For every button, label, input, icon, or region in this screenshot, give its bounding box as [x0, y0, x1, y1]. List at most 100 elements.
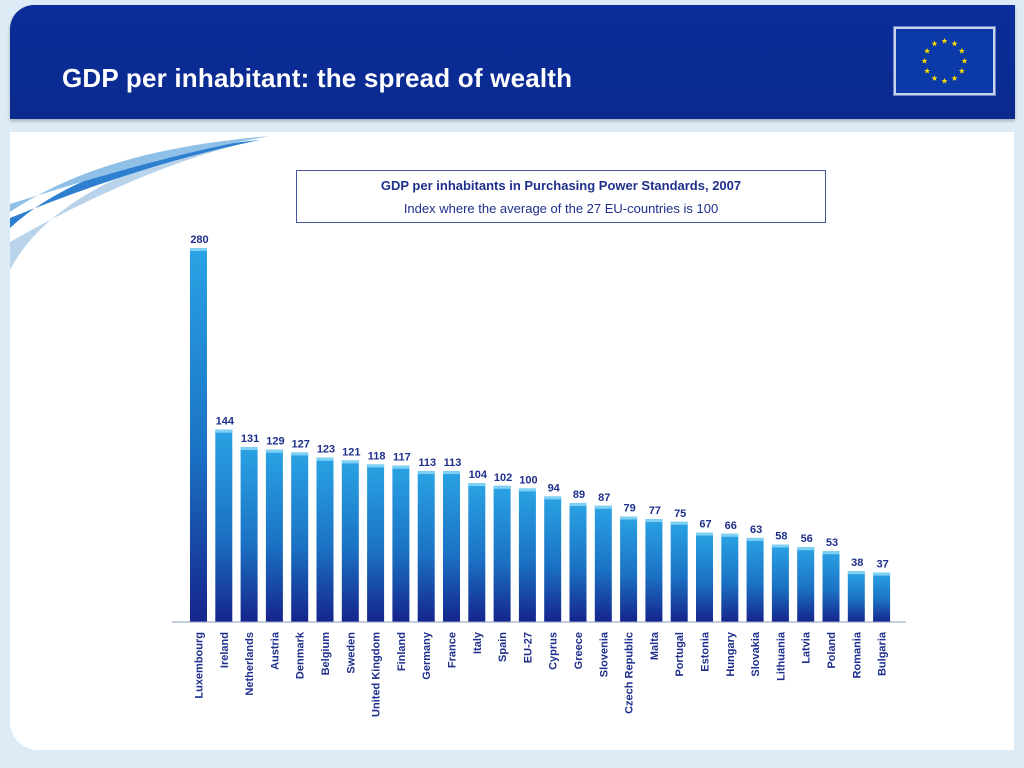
data-label: 89 — [573, 489, 585, 501]
flag-star-icon — [924, 67, 931, 74]
data-label: 38 — [851, 557, 863, 569]
flag-star-icon — [941, 37, 948, 44]
chart-title: GDP per inhabitants in Purchasing Power … — [380, 178, 742, 193]
data-label: 131 — [241, 433, 259, 445]
category-label: EU-27 — [522, 632, 534, 663]
category-label: Finland — [396, 632, 408, 671]
bar-highlight — [190, 248, 207, 251]
category-label: Ireland — [219, 632, 231, 668]
bar-highlight — [468, 483, 486, 487]
bar-eu-27 — [518, 488, 536, 622]
chart-subtitle: Index where the average of the 27 EU-cou… — [403, 201, 719, 216]
category-label: Czech Republic — [624, 632, 636, 714]
bar-highlight — [847, 571, 865, 575]
bar-highlight — [620, 516, 638, 520]
category-label: United Kingdom — [371, 632, 383, 717]
category-label: Latvia — [801, 631, 813, 664]
bar-highlight — [696, 532, 713, 536]
category-label: Poland — [826, 632, 838, 669]
category-label: Germany — [421, 631, 433, 680]
category-label: Slovenia — [598, 631, 610, 677]
bar-highlight — [797, 547, 815, 551]
bar-united-kingdom — [367, 464, 385, 622]
category-label: Cyprus — [548, 632, 560, 670]
bar-finland — [392, 465, 410, 622]
category-label: Hungary — [725, 631, 737, 677]
category-label: Sweden — [345, 632, 357, 674]
bar-highlight — [822, 551, 840, 555]
bar-highlight — [771, 544, 789, 548]
bar-highlight — [417, 471, 435, 475]
flag-star-icon — [931, 75, 938, 81]
bar-austria — [265, 449, 283, 622]
data-label: 118 — [368, 450, 386, 462]
flag-star-icon — [958, 47, 965, 54]
bar-france — [443, 471, 460, 622]
category-label: Italy — [472, 631, 484, 654]
flag-star-icon — [924, 47, 931, 54]
data-label: 63 — [750, 524, 762, 536]
bar-luxembourg — [190, 248, 207, 622]
bar-highlight — [291, 452, 309, 456]
bar-highlight — [544, 496, 562, 500]
category-label: Slovakia — [750, 631, 762, 677]
category-label: Romania — [851, 631, 863, 678]
category-label: Portugal — [674, 632, 686, 677]
bar-highlight — [367, 464, 385, 468]
bar-portugal — [670, 521, 688, 622]
bar-highlight — [645, 519, 663, 523]
flag-star-icon — [931, 40, 938, 47]
data-label: 117 — [393, 452, 411, 464]
bar-highlight — [392, 465, 410, 469]
data-label: 121 — [342, 446, 360, 458]
data-label: 129 — [266, 436, 284, 448]
bar-latvia — [797, 547, 815, 622]
bar-greece — [569, 503, 587, 622]
category-label: Denmark — [295, 631, 307, 679]
bar-italy — [468, 483, 486, 622]
bar-belgium — [316, 457, 334, 622]
bar-malta — [645, 519, 663, 622]
category-label: France — [447, 632, 459, 668]
bar-highlight — [443, 471, 460, 475]
header-banner: GDP per inhabitant: the spread of wealth — [10, 5, 1015, 119]
bar-denmark — [291, 452, 309, 622]
data-label: 56 — [801, 533, 813, 545]
content-panel: GDP per inhabitants in Purchasing Power … — [10, 132, 1014, 750]
data-label: 67 — [699, 519, 711, 531]
bar-poland — [822, 551, 840, 622]
bar-highlight — [265, 449, 283, 453]
bar-highlight — [594, 505, 612, 509]
bar-ireland — [215, 429, 233, 622]
bar-highlight — [493, 485, 511, 489]
category-label: Bulgaria — [877, 631, 889, 676]
data-label: 100 — [519, 474, 537, 486]
data-label: 280 — [190, 234, 208, 246]
bar-highlight — [721, 533, 739, 537]
data-label: 58 — [775, 531, 787, 543]
data-label: 87 — [598, 492, 610, 504]
bar-highlight — [746, 537, 764, 541]
bar-czech-republic — [620, 516, 638, 622]
bar-bulgaria — [873, 572, 891, 622]
bar-chart: 280 144 131 129 127 123 121 118 117 113 113 104 102 1… — [172, 234, 907, 717]
data-label: 94 — [548, 482, 561, 494]
bar-highlight — [316, 457, 334, 461]
data-label: 102 — [494, 472, 512, 484]
bar-highlight — [240, 447, 258, 450]
flag-star-icon — [921, 57, 928, 64]
data-label: 53 — [826, 537, 838, 549]
category-label: Spain — [497, 632, 509, 662]
data-label: 144 — [216, 416, 235, 428]
category-label: Malta — [649, 631, 661, 660]
bar-germany — [417, 471, 435, 622]
bar-highlight — [670, 521, 688, 525]
bar-slovakia — [746, 537, 764, 622]
bar-cyprus — [544, 496, 562, 622]
data-label: 75 — [674, 508, 686, 520]
bar-estonia — [696, 532, 713, 622]
bar-highlight — [518, 488, 536, 492]
bar-highlight — [569, 503, 587, 507]
category-label: Netherlands — [244, 632, 256, 696]
bar-highlight — [873, 572, 891, 576]
